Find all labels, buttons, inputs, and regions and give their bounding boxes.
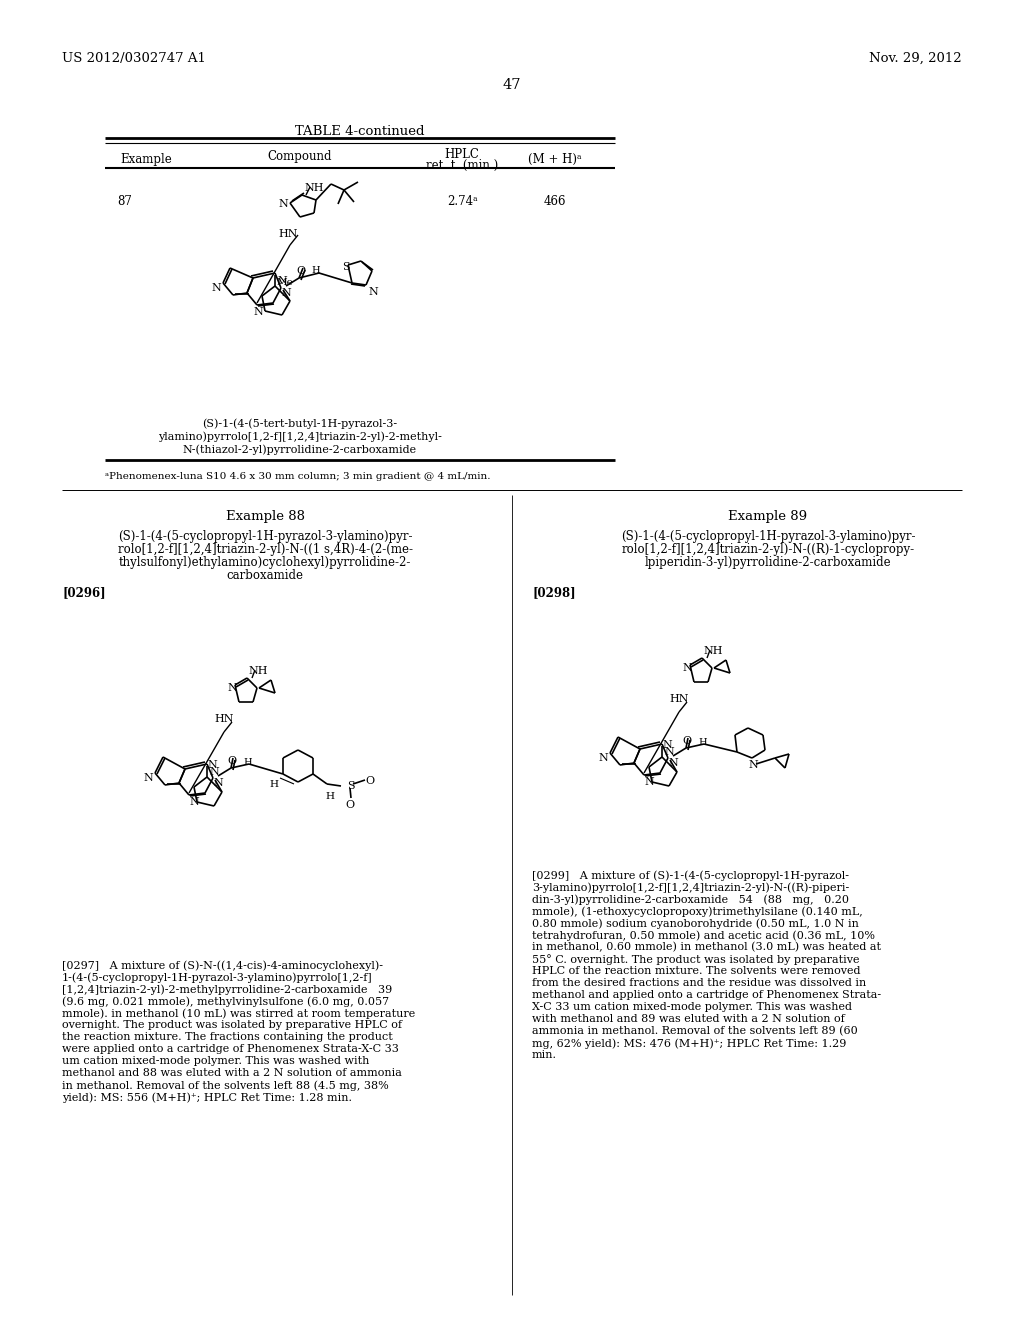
- Text: (S)-1-(4-(5-tert-butyl-1H-pyrazol-3-: (S)-1-(4-(5-tert-butyl-1H-pyrazol-3-: [203, 418, 397, 429]
- Text: [0296]: [0296]: [62, 586, 105, 599]
- Text: N: N: [278, 199, 288, 209]
- Text: H: H: [325, 792, 334, 801]
- Text: Example 88: Example 88: [225, 510, 304, 523]
- Text: N: N: [227, 682, 237, 693]
- Text: N: N: [664, 747, 674, 756]
- Text: rolo[1,2-f][1,2,4]triazin-2-yl)-N-((R)-1-cyclopropy-: rolo[1,2-f][1,2,4]triazin-2-yl)-N-((R)-1…: [622, 543, 914, 556]
- Text: N: N: [211, 282, 221, 293]
- Text: 47: 47: [503, 78, 521, 92]
- Text: HN: HN: [214, 714, 233, 723]
- Text: N: N: [253, 308, 263, 317]
- Text: 2.74ᵃ: 2.74ᵃ: [446, 195, 477, 209]
- Text: N: N: [682, 663, 692, 673]
- Text: N: N: [209, 767, 219, 777]
- Text: overnight. The product was isolated by preparative HPLC of: overnight. The product was isolated by p…: [62, 1020, 402, 1030]
- Text: methanol and 88 was eluted with a 2 N solution of ammonia: methanol and 88 was eluted with a 2 N so…: [62, 1068, 401, 1078]
- Text: 55° C. overnight. The product was isolated by preparative: 55° C. overnight. The product was isolat…: [532, 954, 859, 965]
- Text: Me: Me: [278, 279, 294, 286]
- Text: 466: 466: [544, 195, 566, 209]
- Text: 87: 87: [118, 195, 132, 209]
- Text: S: S: [347, 781, 354, 791]
- Text: in methanol, 0.60 mmole) in methanol (3.0 mL) was heated at: in methanol, 0.60 mmole) in methanol (3.…: [532, 942, 881, 952]
- Text: mmole). in methanol (10 mL) was stirred at room temperature: mmole). in methanol (10 mL) was stirred …: [62, 1008, 416, 1019]
- Text: lpiperidin-3-yl)pyrrolidine-2-carboxamide: lpiperidin-3-yl)pyrrolidine-2-carboxamid…: [645, 556, 891, 569]
- Text: N: N: [644, 777, 653, 787]
- Text: HN: HN: [278, 228, 298, 239]
- Text: [0299]   A mixture of (S)-1-(4-(5-cyclopropyl-1H-pyrazol-: [0299] A mixture of (S)-1-(4-(5-cyclopro…: [532, 870, 849, 880]
- Text: X-C 33 um cation mixed-mode polymer. This was washed: X-C 33 um cation mixed-mode polymer. Thi…: [532, 1002, 852, 1012]
- Text: Example: Example: [120, 153, 172, 166]
- Text: thylsulfonyl)ethylamino)cyclohexyl)pyrrolidine-2-: thylsulfonyl)ethylamino)cyclohexyl)pyrro…: [119, 556, 412, 569]
- Text: N: N: [368, 286, 378, 297]
- Text: [1,2,4]triazin-2-yl)-2-methylpyrrolidine-2-carboxamide   39: [1,2,4]triazin-2-yl)-2-methylpyrrolidine…: [62, 983, 392, 994]
- Text: O: O: [296, 267, 305, 276]
- Text: 3-ylamino)pyrrolo[1,2-f][1,2,4]triazin-2-yl)-N-((R)-piperi-: 3-ylamino)pyrrolo[1,2-f][1,2,4]triazin-2…: [532, 882, 849, 892]
- Text: Compound: Compound: [267, 150, 332, 162]
- Text: O: O: [365, 776, 374, 785]
- Text: (9.6 mg, 0.021 mmole), methylvinylsulfone (6.0 mg, 0.057: (9.6 mg, 0.021 mmole), methylvinylsulfon…: [62, 997, 389, 1007]
- Text: 0.80 mmole) sodium cyanoborohydride (0.50 mL, 1.0 N in: 0.80 mmole) sodium cyanoborohydride (0.5…: [532, 917, 859, 928]
- Text: N: N: [207, 760, 217, 770]
- Text: N: N: [189, 797, 199, 807]
- Text: (M + H)ᵃ: (M + H)ᵃ: [528, 153, 582, 166]
- Text: with methanol and 89 was eluted with a 2 N solution of: with methanol and 89 was eluted with a 2…: [532, 1014, 845, 1024]
- Text: (S)-1-(4-(5-cyclopropyl-1H-pyrazol-3-ylamino)pyr-: (S)-1-(4-(5-cyclopropyl-1H-pyrazol-3-yla…: [621, 531, 915, 543]
- Text: N: N: [668, 758, 678, 768]
- Text: H: H: [243, 758, 252, 767]
- Text: ᵃPhenomenex-luna S10 4.6 x 30 mm column; 3 min gradient @ 4 mL/min.: ᵃPhenomenex-luna S10 4.6 x 30 mm column;…: [105, 473, 490, 480]
- Text: N: N: [213, 777, 223, 788]
- Text: NH: NH: [248, 667, 267, 676]
- Text: ylamino)pyrrolo[1,2-f][1,2,4]triazin-2-yl)-2-methyl-: ylamino)pyrrolo[1,2-f][1,2,4]triazin-2-y…: [158, 432, 442, 442]
- Text: S: S: [342, 261, 349, 272]
- Text: HPLC: HPLC: [444, 148, 479, 161]
- Text: were applied onto a cartridge of Phenomenex Strata-X-C 33: were applied onto a cartridge of Phenome…: [62, 1044, 399, 1053]
- Text: carboxamide: carboxamide: [226, 569, 303, 582]
- Text: ammonia in methanol. Removal of the solvents left 89 (60: ammonia in methanol. Removal of the solv…: [532, 1026, 858, 1036]
- Text: O: O: [682, 737, 691, 746]
- Text: N: N: [662, 741, 672, 750]
- Text: mg, 62% yield): MS: 476 (M+H)⁺; HPLC Ret Time: 1.29: mg, 62% yield): MS: 476 (M+H)⁺; HPLC Ret…: [532, 1038, 847, 1048]
- Text: HN: HN: [669, 694, 688, 704]
- Text: yield): MS: 556 (M+H)⁺; HPLC Ret Time: 1.28 min.: yield): MS: 556 (M+H)⁺; HPLC Ret Time: 1…: [62, 1092, 352, 1102]
- Text: H: H: [698, 738, 707, 747]
- Text: NH: NH: [703, 645, 723, 656]
- Text: min.: min.: [532, 1049, 557, 1060]
- Text: H: H: [311, 267, 319, 275]
- Text: Example 89: Example 89: [728, 510, 808, 523]
- Text: N-(thiazol-2-yl)pyrrolidine-2-carboxamide: N-(thiazol-2-yl)pyrrolidine-2-carboxamid…: [183, 444, 417, 454]
- Text: mmole), (1-ethoxycyclopropoxy)trimethylsilane (0.140 mL,: mmole), (1-ethoxycyclopropoxy)trimethyls…: [532, 906, 863, 916]
- Text: the reaction mixture. The fractions containing the product: the reaction mixture. The fractions cont…: [62, 1032, 393, 1041]
- Text: um cation mixed-mode polymer. This was washed with: um cation mixed-mode polymer. This was w…: [62, 1056, 370, 1067]
- Text: US 2012/0302747 A1: US 2012/0302747 A1: [62, 51, 206, 65]
- Text: rolo[1,2-f][1,2,4]triazin-2-yl)-N-((1 s,4R)-4-(2-(me-: rolo[1,2-f][1,2,4]triazin-2-yl)-N-((1 s,…: [118, 543, 413, 556]
- Text: (S)-1-(4-(5-cyclopropyl-1H-pyrazol-3-ylamino)pyr-: (S)-1-(4-(5-cyclopropyl-1H-pyrazol-3-yla…: [118, 531, 413, 543]
- Text: NH: NH: [304, 183, 324, 193]
- Text: [0297]   A mixture of (S)-N-((1,4-cis)-4-aminocyclohexyl)-: [0297] A mixture of (S)-N-((1,4-cis)-4-a…: [62, 960, 383, 970]
- Text: in methanol. Removal of the solvents left 88 (4.5 mg, 38%: in methanol. Removal of the solvents lef…: [62, 1080, 389, 1090]
- Text: N: N: [748, 760, 758, 770]
- Text: HPLC of the reaction mixture. The solvents were removed: HPLC of the reaction mixture. The solven…: [532, 966, 860, 975]
- Text: O: O: [227, 756, 237, 766]
- Text: N: N: [143, 774, 153, 783]
- Text: 1-(4-(5-cyclopropyl-1H-pyrazol-3-ylamino)pyrrolo[1,2-f]: 1-(4-(5-cyclopropyl-1H-pyrazol-3-ylamino…: [62, 972, 373, 982]
- Text: ret. t. (min.): ret. t. (min.): [426, 158, 498, 172]
- Text: [0298]: [0298]: [532, 586, 575, 599]
- Text: O: O: [345, 800, 354, 810]
- Text: din-3-yl)pyrrolidine-2-carboxamide   54   (88   mg,   0.20: din-3-yl)pyrrolidine-2-carboxamide 54 (8…: [532, 894, 849, 904]
- Text: methanol and applied onto a cartridge of Phenomenex Strata-: methanol and applied onto a cartridge of…: [532, 990, 881, 1001]
- Text: N: N: [278, 276, 287, 286]
- Text: from the desired fractions and the residue was dissolved in: from the desired fractions and the resid…: [532, 978, 866, 987]
- Text: N: N: [598, 752, 608, 763]
- Text: TABLE 4-continued: TABLE 4-continued: [295, 125, 425, 139]
- Text: N: N: [281, 288, 291, 298]
- Text: H: H: [269, 780, 278, 789]
- Text: tetrahydrofuran, 0.50 mmole) and acetic acid (0.36 mL, 10%: tetrahydrofuran, 0.50 mmole) and acetic …: [532, 931, 874, 941]
- Text: Nov. 29, 2012: Nov. 29, 2012: [869, 51, 962, 65]
